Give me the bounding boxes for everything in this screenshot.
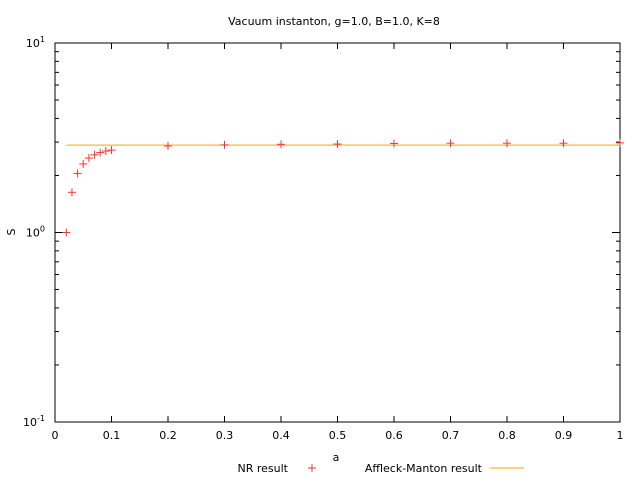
data-point <box>164 142 172 151</box>
x-tick-label: 0.9 <box>555 429 573 442</box>
x-axis-ticks: 0 0.1 0.2 0.3 0.4 0.5 0.6 0.7 0.8 0.9 1 <box>52 43 624 442</box>
data-point <box>90 150 99 159</box>
y-tick-label: 100 <box>26 225 45 240</box>
data-point <box>616 138 624 147</box>
plot-frame <box>54 42 621 423</box>
series-layer <box>62 138 624 237</box>
x-tick-label: 0.7 <box>442 429 460 442</box>
legend-label-am: Affleck-Manton result <box>365 462 483 475</box>
data-point <box>67 188 76 197</box>
x-tick-label: 0.1 <box>103 429 121 442</box>
data-point <box>62 228 71 237</box>
x-tick-label: 0.6 <box>385 429 403 442</box>
x-tick-label: 1 <box>617 429 624 442</box>
x-tick-label: 0.4 <box>272 429 290 442</box>
data-point <box>101 147 110 156</box>
data-point <box>446 139 455 148</box>
data-point <box>107 146 116 155</box>
x-axis-label: a <box>333 451 340 464</box>
legend-label-nr: NR result <box>238 462 289 475</box>
data-point <box>73 169 82 178</box>
x-tick-label: 0.8 <box>498 429 516 442</box>
data-point <box>84 154 93 163</box>
data-point <box>79 159 88 168</box>
nr-result-points <box>62 138 624 237</box>
x-tick-label: 0 <box>52 429 59 442</box>
x-tick-label: 0.3 <box>216 429 234 442</box>
y-axis-label: S <box>5 228 18 235</box>
data-point <box>390 139 398 148</box>
x-tick-label: 0.5 <box>329 429 347 442</box>
legend-marker-nr <box>308 464 316 472</box>
x-tick-label: 0.2 <box>159 429 177 442</box>
chart-title: Vacuum instanton, g=1.0, B=1.0, K=8 <box>228 15 440 28</box>
legend: NR result Affleck-Manton result <box>238 462 524 475</box>
y-tick-label: 101 <box>26 35 45 50</box>
data-point <box>333 140 342 149</box>
y-axis-ticks: 10-1 100 101 <box>23 35 620 429</box>
data-point <box>503 139 511 148</box>
data-point <box>220 140 229 149</box>
data-point <box>559 139 568 148</box>
data-point <box>96 148 105 157</box>
data-point <box>277 140 285 149</box>
y-tick-label: 10-1 <box>23 414 45 429</box>
plot-border <box>54 42 621 423</box>
